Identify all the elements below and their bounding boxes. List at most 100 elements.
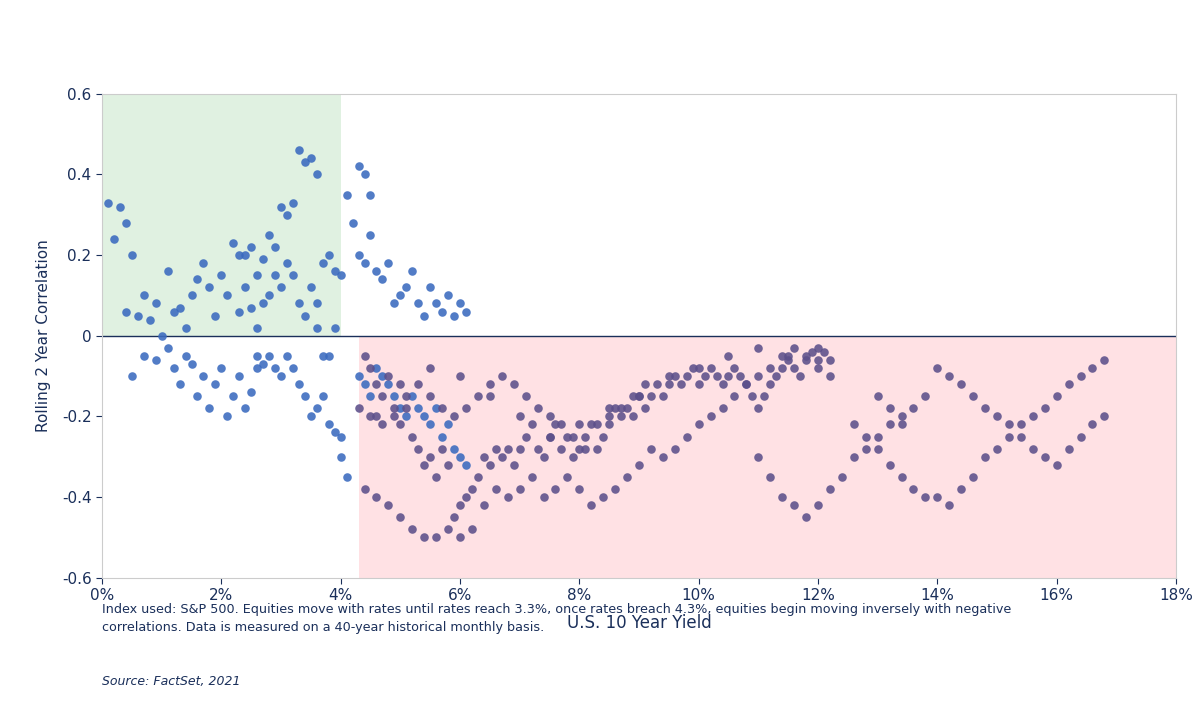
Point [229, 305, 248, 317]
Point [749, 370, 768, 382]
Point [809, 362, 828, 374]
Polygon shape [1133, 35, 1200, 69]
Point [504, 378, 523, 390]
Point [641, 443, 660, 454]
Point [307, 402, 326, 414]
Point [271, 370, 290, 382]
Point [624, 391, 643, 402]
Point [426, 471, 445, 482]
Point [450, 451, 469, 462]
Point [940, 370, 959, 382]
Point [295, 391, 314, 402]
Point [295, 310, 314, 321]
Point [217, 411, 236, 422]
Point [158, 266, 178, 277]
Point [259, 290, 278, 301]
Point [361, 229, 380, 240]
Point [343, 217, 362, 229]
Point [379, 500, 398, 511]
Point [313, 350, 332, 362]
Point [415, 310, 434, 321]
Point [492, 370, 511, 382]
Point [671, 378, 690, 390]
Point [600, 402, 619, 414]
Point [677, 431, 696, 443]
Point [976, 402, 995, 414]
Point [558, 431, 577, 443]
Point [916, 391, 935, 402]
Text: AR: AR [1140, 15, 1162, 29]
Point [170, 378, 190, 390]
Point [98, 197, 118, 209]
Point [845, 451, 864, 462]
Point [647, 378, 666, 390]
Point [176, 350, 196, 362]
Point [773, 362, 792, 374]
Point [659, 370, 678, 382]
Point [403, 266, 422, 277]
Point [600, 411, 619, 422]
Point [677, 370, 696, 382]
Point [707, 370, 726, 382]
Point [534, 451, 553, 462]
Point [211, 269, 230, 281]
Point [164, 305, 184, 317]
Bar [102, 94, 341, 336]
Text: Source: FactSet, 2021: Source: FactSet, 2021 [102, 675, 240, 688]
Point [767, 370, 786, 382]
Point [271, 282, 290, 293]
Point [510, 411, 529, 422]
Point [409, 402, 428, 414]
Point [952, 483, 971, 495]
Point [1048, 391, 1067, 402]
Point [391, 290, 410, 301]
Point [773, 491, 792, 503]
Point [337, 189, 356, 201]
Point [456, 491, 475, 503]
Point [235, 402, 254, 414]
Point [444, 511, 463, 523]
Point [331, 431, 350, 443]
Point [349, 402, 368, 414]
Text: Equity Returns and Interest Rate Movements: Equity Returns and Interest Rate Movemen… [20, 26, 853, 61]
Point [773, 350, 792, 362]
Point [313, 257, 332, 269]
Point [809, 342, 828, 354]
Point [1058, 443, 1078, 454]
Point [743, 391, 762, 402]
Point [247, 322, 266, 334]
Point [259, 229, 278, 240]
Point [892, 411, 911, 422]
X-axis label: U.S. 10 Year Yield: U.S. 10 Year Yield [566, 614, 712, 632]
Point [480, 391, 499, 402]
Point [1000, 419, 1019, 430]
Point [385, 411, 404, 422]
Point [456, 305, 475, 317]
Point [415, 459, 434, 471]
Point [510, 443, 529, 454]
Point [116, 217, 136, 229]
Point [373, 274, 392, 285]
Point [486, 483, 505, 495]
Point [307, 322, 326, 334]
Point [349, 249, 368, 261]
Point [265, 241, 284, 253]
Point [373, 370, 392, 382]
Point [420, 362, 439, 374]
Point [403, 391, 422, 402]
Point [247, 362, 266, 374]
Point [1024, 443, 1043, 454]
Point [659, 378, 678, 390]
Point [468, 471, 487, 482]
Point [695, 370, 714, 382]
Point [331, 451, 350, 462]
Point [229, 249, 248, 261]
Point [809, 500, 828, 511]
Point [570, 483, 589, 495]
Point [205, 310, 224, 321]
Point [289, 378, 308, 390]
Point [223, 238, 242, 249]
Point [146, 297, 166, 309]
Point [415, 531, 434, 543]
Point [797, 350, 816, 362]
